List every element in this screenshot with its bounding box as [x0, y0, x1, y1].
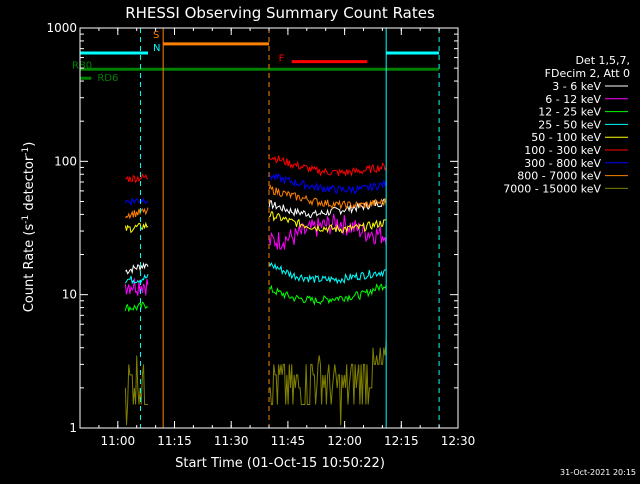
- legend-label-1: 6 - 12 keV: [545, 93, 601, 106]
- axes: 11:00 11:15 11:30 11:45 12:00 12:15 12:30 1 10 10…: [46, 21, 475, 448]
- flag-label-rb0: RB0: [72, 60, 92, 71]
- y-tick-label-0: 1: [69, 421, 77, 435]
- series-line-5-segment-1: [268, 155, 387, 178]
- y-axis-label: Count Rate (s-1 detector-1): [21, 142, 37, 313]
- legend-header-line2: FDecim 2, Att 0: [545, 67, 630, 80]
- series-line-2-segment-1: [268, 283, 387, 306]
- series-line-8-segment-0: [124, 355, 148, 426]
- flag-label-rd6: RD6: [97, 73, 118, 84]
- series-line-6-segment-1: [268, 171, 387, 195]
- y-tick-label-3: 1000: [46, 21, 77, 35]
- legend-label-0: 3 - 6 keV: [552, 80, 601, 93]
- legend-label-3: 25 - 50 keV: [538, 118, 601, 131]
- legend-label-5: 100 - 300 keV: [524, 144, 601, 157]
- legend-label-8: 7000 - 15000 keV: [503, 182, 601, 195]
- series-line-4-segment-1: [268, 211, 387, 234]
- y-axis-label-prefix: Count Rate (s: [22, 224, 37, 313]
- flag-label-f: F: [279, 54, 285, 65]
- legend-header-line1: Det 1,5,7,: [575, 54, 630, 67]
- series-line-1-segment-1: [268, 213, 387, 250]
- x-axis-label: Start Time (01-Oct-15 10:50:22): [175, 456, 385, 471]
- series-line-0-segment-0: [125, 262, 149, 275]
- x-tick-label-6: 12:30: [441, 434, 476, 448]
- series-line-3-segment-0: [124, 273, 149, 285]
- series-line-7-segment-0: [124, 207, 149, 220]
- flag-label-n: N: [153, 43, 160, 54]
- series-line-3-segment-1: [268, 261, 387, 285]
- series-line-6-segment-0: [124, 197, 149, 207]
- y-axis-label-mid: detector: [22, 155, 37, 215]
- generation-timestamp: 31-Oct-2021 20:15: [560, 468, 636, 477]
- series-line-2-segment-0: [124, 301, 149, 312]
- chart-title: RHESSI Observing Summary Count Rates: [125, 4, 435, 22]
- x-tick-label-2: 11:30: [214, 434, 249, 448]
- series-line-0-segment-1: [268, 198, 387, 219]
- x-tick-label-4: 12:00: [327, 434, 362, 448]
- y-axis-label-sup1: -1: [21, 215, 31, 224]
- x-tick-label-3: 11:45: [271, 434, 306, 448]
- y-tick-label-1: 10: [62, 288, 77, 302]
- y-axis-label-sup2: -1: [21, 147, 31, 156]
- y-axis-label-suffix: ): [22, 142, 37, 147]
- plot-area: SN F RB0 RD6: [72, 28, 440, 428]
- y-tick-label-2: 100: [54, 154, 77, 168]
- legend-label-6: 300 - 800 keV: [524, 157, 601, 170]
- x-tick-label-1: 11:15: [157, 434, 192, 448]
- x-tick-label-0: 11:00: [101, 434, 136, 448]
- legend-label-7: 800 - 7000 keV: [517, 170, 601, 183]
- legend-label-2: 12 - 25 keV: [538, 106, 601, 119]
- series-line-7-segment-1: [268, 184, 387, 211]
- series-line-4-segment-0: [124, 221, 149, 234]
- series-line-5-segment-0: [125, 172, 149, 184]
- legend-label-4: 50 - 100 keV: [531, 131, 601, 144]
- series-line-1-segment-0: [124, 278, 149, 296]
- flag-label-s: S: [153, 30, 159, 41]
- x-tick-label-5: 12:15: [384, 434, 419, 448]
- series-line-8-segment-1: [269, 340, 387, 426]
